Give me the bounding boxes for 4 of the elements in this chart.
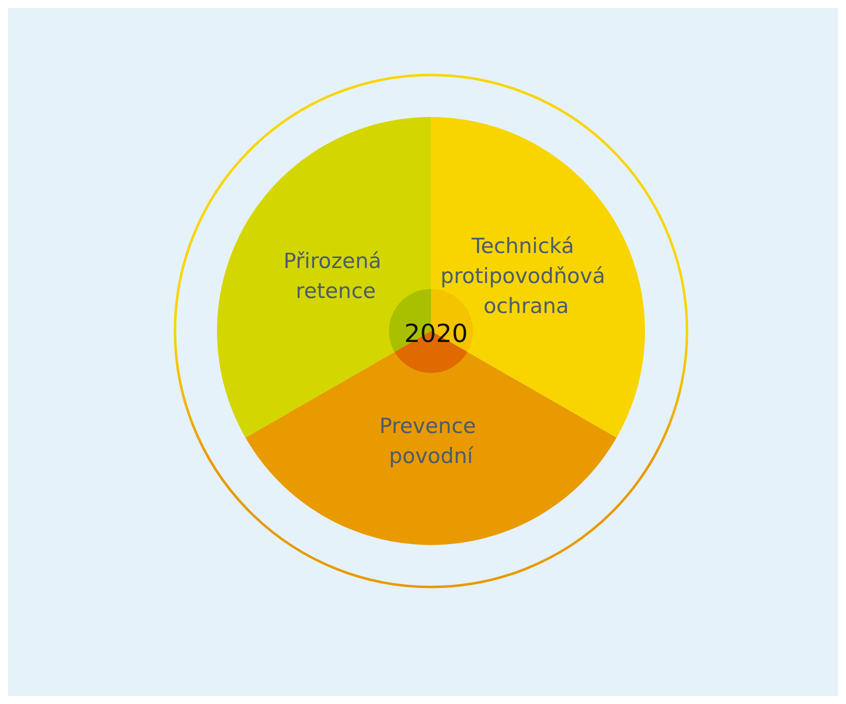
slice-label: Prevence povodní: [379, 414, 483, 468]
text: 2020: [404, 319, 468, 348]
slice-label: Přirozená retence: [284, 248, 388, 303]
slice-label: Technická protipovodňová ochrana: [440, 234, 612, 318]
